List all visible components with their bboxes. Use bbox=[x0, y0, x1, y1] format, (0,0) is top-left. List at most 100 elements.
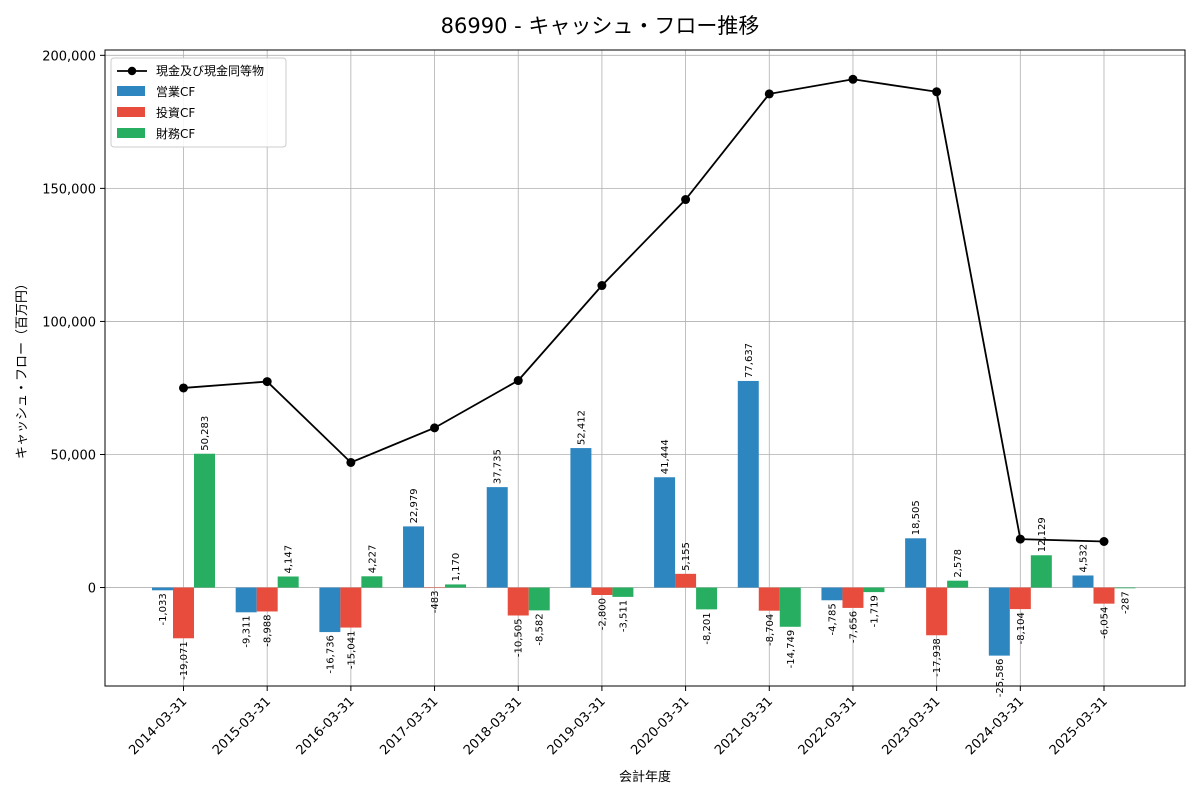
y-tick-label: 100,000 bbox=[42, 315, 96, 330]
bar-operating-cf bbox=[821, 587, 843, 601]
label-extra: -483 bbox=[430, 591, 441, 614]
data-label-layer: -1,033 -9,311 -16,736 22,979 37,735 52,412 41,… bbox=[158, 343, 1132, 697]
bar-investing-cf bbox=[173, 587, 194, 639]
label-financing-cf: -287 bbox=[1121, 591, 1132, 614]
point-cash-equivalents bbox=[430, 423, 440, 433]
bar-operating-cf bbox=[570, 448, 592, 588]
label-operating-cf: -16,736 bbox=[325, 635, 336, 674]
bar-investing-cf bbox=[340, 587, 362, 628]
label-investing-cf: -10,505 bbox=[514, 618, 525, 657]
label-operating-cf: -1,033 bbox=[158, 593, 169, 625]
legend-line-marker bbox=[127, 66, 137, 76]
point-cash-equivalents bbox=[513, 376, 523, 386]
legend-label-financing: 財務CF bbox=[156, 126, 195, 141]
legend-swatch-investing bbox=[117, 107, 145, 117]
label-financing-cf: 4,147 bbox=[284, 545, 295, 574]
legend-swatch-financing bbox=[117, 128, 145, 138]
label-investing-cf: -17,938 bbox=[932, 638, 943, 677]
label-investing-cf: -6,054 bbox=[1100, 607, 1111, 639]
legend-label-investing: 投資CF bbox=[156, 105, 195, 120]
label-financing-cf: 50,283 bbox=[200, 416, 211, 451]
bar-operating-cf bbox=[988, 587, 1010, 656]
line-cash-equivalents bbox=[183, 78, 1105, 543]
bar-investing-cf bbox=[1009, 587, 1031, 610]
bar-financing-cf bbox=[194, 453, 215, 588]
label-financing-cf: 4,227 bbox=[367, 545, 378, 574]
bar-investing-cf bbox=[758, 587, 780, 611]
bar-operating-cf bbox=[403, 526, 425, 588]
point-cash-equivalents bbox=[932, 87, 942, 97]
label-operating-cf: 18,505 bbox=[911, 500, 922, 535]
point-cash-equivalents bbox=[848, 74, 858, 84]
bar-financing-cf bbox=[277, 576, 299, 588]
point-cash-equivalents bbox=[179, 383, 188, 393]
bar-operating-cf bbox=[152, 587, 173, 591]
label-investing-cf: 5,155 bbox=[681, 542, 692, 571]
grid-layer bbox=[105, 50, 1185, 686]
bar-financing-cf bbox=[612, 587, 634, 597]
label-operating-cf: 37,735 bbox=[493, 449, 504, 484]
label-operating-cf: 4,532 bbox=[1079, 544, 1090, 573]
label-financing-cf: 1,170 bbox=[451, 553, 462, 582]
label-investing-cf: -8,704 bbox=[765, 614, 776, 646]
bar-financing-cf bbox=[1114, 587, 1136, 589]
bar-operating-cf bbox=[319, 587, 341, 633]
point-cash-equivalents bbox=[1099, 537, 1109, 547]
line-layer bbox=[179, 74, 1109, 547]
legend-label-operating: 営業CF bbox=[156, 85, 195, 99]
label-financing-cf: 2,578 bbox=[953, 549, 964, 578]
bar-investing-cf bbox=[591, 587, 613, 595]
label-financing-cf: -8,201 bbox=[702, 612, 713, 644]
label-financing-cf: -14,749 bbox=[786, 630, 797, 669]
bar-financing-cf bbox=[1030, 555, 1052, 588]
point-cash-equivalents bbox=[681, 195, 691, 205]
legend-swatch-operating bbox=[117, 86, 145, 96]
label-financing-cf: -1,719 bbox=[869, 595, 880, 627]
chart-title: 86990 - キャッシュ・フロー推移 bbox=[441, 14, 760, 38]
y-tick-label: 150,000 bbox=[42, 182, 96, 197]
bar-operating-cf bbox=[235, 587, 257, 613]
bar-operating-cf bbox=[1072, 575, 1094, 588]
label-investing-cf: -19,071 bbox=[179, 641, 190, 680]
label-operating-cf: -4,785 bbox=[827, 603, 838, 635]
bar-financing-cf bbox=[696, 587, 718, 610]
bar-financing-cf bbox=[528, 587, 550, 611]
bar-operating-cf bbox=[486, 487, 508, 588]
y-tick-label: 50,000 bbox=[51, 448, 97, 463]
bar-investing-cf bbox=[256, 587, 278, 612]
label-investing-cf: -2,800 bbox=[597, 598, 608, 630]
bar-investing-cf bbox=[507, 587, 529, 616]
bar-investing-cf bbox=[424, 587, 446, 589]
label-financing-cf: -8,582 bbox=[535, 613, 546, 645]
label-investing-cf: -15,041 bbox=[346, 631, 357, 670]
point-cash-equivalents bbox=[262, 377, 272, 387]
label-operating-cf: 77,637 bbox=[744, 343, 755, 378]
y-axis-label: キャッシュ・フロー（百万円） bbox=[15, 277, 30, 459]
label-operating-cf: 22,979 bbox=[409, 488, 420, 523]
x-axis-label: 会計年度 bbox=[619, 769, 671, 785]
label-investing-cf: -8,104 bbox=[1016, 612, 1027, 644]
legend-label-cash: 現金及び現金同等物 bbox=[156, 63, 264, 78]
y-tick-label: 200,000 bbox=[42, 49, 96, 64]
bar-financing-cf bbox=[863, 587, 885, 593]
label-investing-cf: -8,988 bbox=[263, 614, 274, 646]
legend-frame bbox=[110, 57, 287, 148]
point-cash-equivalents bbox=[764, 89, 774, 99]
label-financing-cf: -3,511 bbox=[618, 600, 629, 632]
bar-investing-cf bbox=[1093, 587, 1115, 604]
label-operating-cf: -9,311 bbox=[242, 615, 253, 647]
bar-investing-cf bbox=[675, 573, 697, 588]
bar-financing-cf bbox=[361, 576, 383, 588]
bar-operating-cf bbox=[905, 538, 927, 588]
legend: 現金及び現金同等物 営業CF 投資CF 財務CF bbox=[110, 57, 287, 148]
label-investing-cf: -7,656 bbox=[848, 611, 859, 643]
point-cash-equivalents bbox=[1015, 534, 1025, 544]
bar-operating-cf bbox=[654, 477, 676, 588]
y-tick-label: 0 bbox=[88, 582, 96, 597]
bar-operating-cf bbox=[737, 380, 759, 588]
bar-investing-cf bbox=[926, 587, 948, 636]
label-operating-cf: -25,586 bbox=[995, 659, 1006, 698]
point-cash-equivalents bbox=[597, 281, 607, 291]
